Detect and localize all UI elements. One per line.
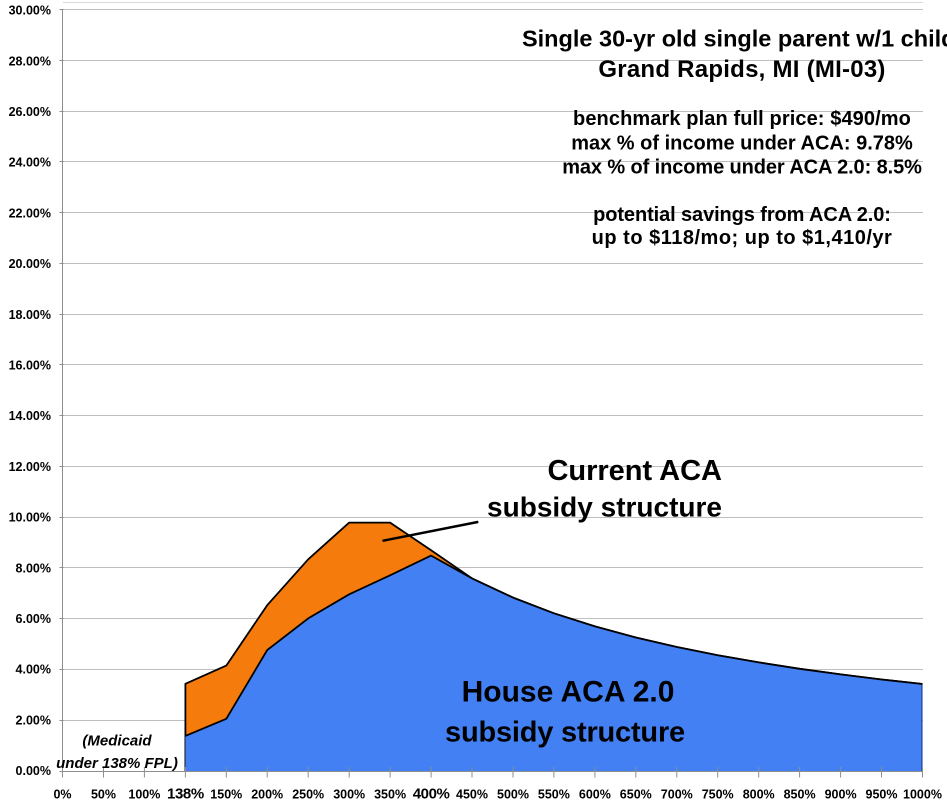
svg-text:550%: 550%	[538, 788, 570, 802]
svg-text:450%: 450%	[456, 788, 488, 802]
svg-text:800%: 800%	[743, 788, 775, 802]
svg-text:House ACA 2.0: House ACA 2.0	[462, 676, 675, 709]
svg-text:850%: 850%	[784, 788, 816, 802]
svg-text:24.00%: 24.00%	[9, 156, 51, 170]
svg-text:100%: 100%	[128, 788, 160, 802]
svg-text:50%: 50%	[91, 788, 116, 802]
svg-text:max % of income under ACA 2.0:: max % of income under ACA 2.0: 8.5%	[562, 156, 922, 178]
svg-text:950%: 950%	[866, 788, 898, 802]
svg-text:benchmark plan full price: $49: benchmark plan full price: $490/mo	[573, 108, 911, 130]
svg-text:12.00%: 12.00%	[9, 460, 51, 474]
svg-text:300%: 300%	[333, 788, 365, 802]
svg-text:650%: 650%	[620, 788, 652, 802]
svg-text:500%: 500%	[497, 788, 529, 802]
svg-text:30.00%: 30.00%	[9, 4, 51, 18]
svg-text:400%: 400%	[413, 786, 450, 803]
svg-text:750%: 750%	[702, 788, 734, 802]
svg-text:350%: 350%	[374, 788, 406, 802]
svg-text:Current ACA: Current ACA	[547, 455, 722, 487]
svg-text:138%: 138%	[167, 786, 204, 803]
svg-text:(Medicaid: (Medicaid	[82, 733, 152, 750]
svg-text:28.00%: 28.00%	[9, 54, 51, 68]
svg-text:6.00%: 6.00%	[16, 612, 51, 626]
svg-text:subsidy structure: subsidy structure	[487, 492, 722, 523]
svg-text:900%: 900%	[825, 788, 857, 802]
svg-text:0.00%: 0.00%	[16, 764, 51, 778]
svg-text:2.00%: 2.00%	[16, 713, 51, 727]
svg-text:20.00%: 20.00%	[9, 257, 51, 271]
svg-text:10.00%: 10.00%	[9, 511, 51, 525]
svg-text:200%: 200%	[251, 788, 283, 802]
svg-text:26.00%: 26.00%	[9, 105, 51, 119]
svg-text:Single 30-yr old single parent: Single 30-yr old single parent w/1 child…	[522, 26, 947, 52]
svg-text:22.00%: 22.00%	[9, 206, 51, 220]
svg-text:8.00%: 8.00%	[16, 561, 51, 575]
svg-text:18.00%: 18.00%	[9, 308, 51, 322]
svg-text:600%: 600%	[579, 788, 611, 802]
svg-text:max % of income under ACA: 9.7: max % of income under ACA: 9.78%	[571, 133, 913, 155]
svg-text:14.00%: 14.00%	[9, 409, 51, 423]
svg-text:4.00%: 4.00%	[16, 663, 51, 677]
svg-text:16.00%: 16.00%	[9, 359, 51, 373]
svg-text:under 138% FPL): under 138% FPL)	[56, 755, 178, 772]
svg-text:700%: 700%	[661, 788, 693, 802]
svg-text:Grand Rapids, MI (MI-03): Grand Rapids, MI (MI-03)	[598, 56, 885, 83]
svg-text:250%: 250%	[292, 788, 324, 802]
svg-text:150%: 150%	[210, 788, 242, 802]
svg-text:subsidy structure: subsidy structure	[445, 717, 685, 749]
svg-text:up to $118/mo; up to $1,410/yr: up to $118/mo; up to $1,410/yr	[592, 227, 893, 249]
svg-text:potential savings from ACA 2.0: potential savings from ACA 2.0:	[593, 204, 891, 226]
svg-text:1000%: 1000%	[903, 788, 942, 802]
svg-text:0%: 0%	[53, 788, 71, 802]
